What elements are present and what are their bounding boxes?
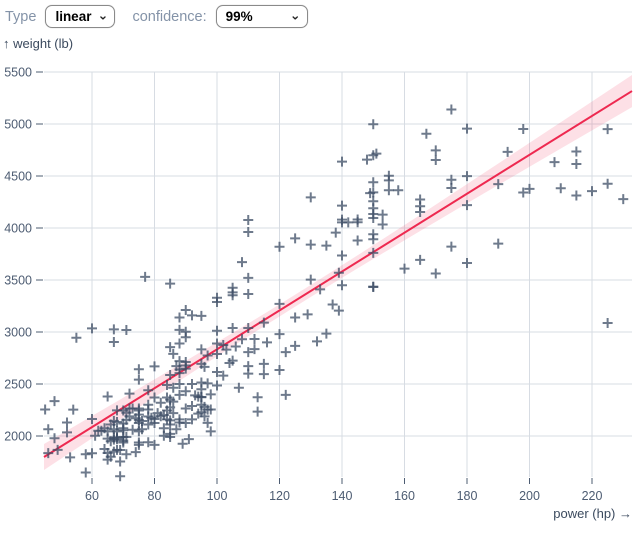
svg-text:4500: 4500: [4, 170, 32, 184]
svg-text:180: 180: [457, 489, 478, 503]
svg-text:3500: 3500: [4, 274, 32, 288]
x-axis: 60 80 100 120 140 160 180 200 220 power (hp) →: [85, 478, 632, 521]
svg-text:5000: 5000: [4, 118, 32, 132]
svg-text:3000: 3000: [4, 326, 32, 340]
y-axis-title: ↑ weight (lb): [3, 36, 74, 51]
scatter-points: [40, 104, 629, 482]
svg-text:120: 120: [269, 489, 290, 503]
confidence-select[interactable]: 99%: [215, 5, 308, 28]
svg-text:140: 140: [332, 489, 353, 503]
svg-text:5500: 5500: [4, 66, 32, 80]
confidence-label: confidence:: [132, 8, 207, 25]
svg-text:220: 220: [582, 489, 603, 503]
type-label: Type: [5, 8, 37, 25]
svg-text:200: 200: [519, 489, 540, 503]
gridlines: [44, 71, 632, 477]
svg-text:2000: 2000: [4, 430, 32, 444]
svg-text:160: 160: [394, 489, 415, 503]
y-axis: 2000 2500 3000 3500 4000 4500 5000 5500: [4, 66, 43, 444]
svg-text:80: 80: [148, 489, 162, 503]
plot-controls: Type linear ⌄ confidence: 99% ⌄: [5, 5, 308, 28]
svg-text:4000: 4000: [4, 222, 32, 236]
svg-text:60: 60: [85, 489, 99, 503]
svg-text:2500: 2500: [4, 378, 32, 392]
svg-text:100: 100: [207, 489, 228, 503]
svg-text:power (hp) →: power (hp) →: [553, 506, 632, 521]
type-select[interactable]: linear: [45, 5, 116, 28]
